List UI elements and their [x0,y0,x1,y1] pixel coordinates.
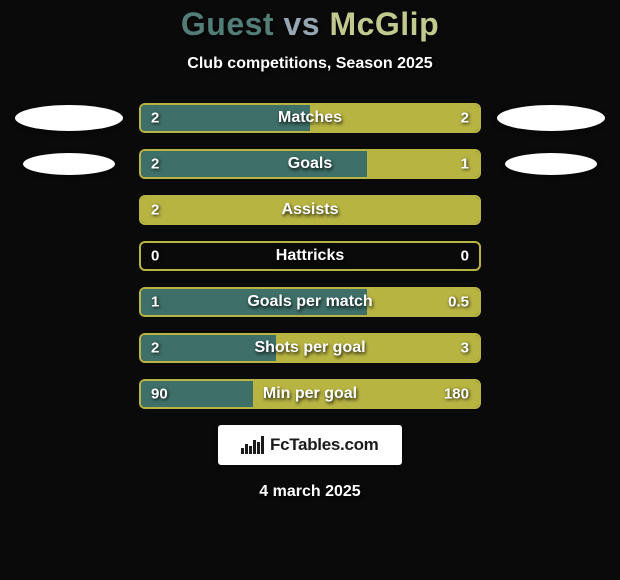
logo-slot-left [13,195,125,225]
footer-brand-box: FcTables.com [218,425,402,465]
logo-slot-left [13,103,125,133]
stat-value-left: 2 [151,202,159,219]
stat-label: Shots per goal [254,339,365,357]
stat-label: Goals per match [247,293,372,311]
brand-bars-icon [241,436,264,454]
page-title: Guest vs McGlip [181,6,439,43]
stat-row: 2 2 Matches [0,103,620,133]
footer-brand-text: FcTables.com [270,435,379,455]
stat-value-left: 1 [151,294,159,311]
stat-value-right: 0 [461,248,469,265]
logo-slot-right [495,333,607,363]
stat-label: Matches [278,109,342,127]
stat-value-right: 3 [461,340,469,357]
logo-slot-left [13,333,125,363]
stat-label: Assists [282,201,339,219]
title-player2: McGlip [329,6,439,42]
stat-label: Hattricks [276,247,344,265]
logo-slot-right [495,287,607,317]
logo-slot-left [13,149,125,179]
stat-row: 0 0 Hattricks [0,241,620,271]
stat-bar: 2 2 Matches [139,103,481,133]
stat-row: 2 1 Goals [0,149,620,179]
stat-bar: 0 0 Hattricks [139,241,481,271]
stat-value-left: 0 [151,248,159,265]
stat-value-right: 1 [461,156,469,173]
stat-value-left: 2 [151,156,159,173]
stat-value-right: 180 [444,386,469,403]
title-vs: vs [283,6,320,42]
title-player1: Guest [181,6,274,42]
subtitle: Club competitions, Season 2025 [187,55,432,73]
stat-bar: 2 1 Goals [139,149,481,179]
stat-row: 90 180 Min per goal [0,379,620,409]
stat-bar: 1 0.5 Goals per match [139,287,481,317]
stat-bar-left-fill [141,151,367,177]
logo-slot-right [495,241,607,271]
logo-slot-right [495,379,607,409]
stat-value-left: 2 [151,340,159,357]
stat-label: Min per goal [263,385,357,403]
footer-date: 4 march 2025 [259,483,360,501]
logo-slot-left [13,379,125,409]
logo-slot-right [495,103,607,133]
stat-bar: 2 Assists [139,195,481,225]
stat-value-left: 2 [151,110,159,127]
team-logo-left [15,105,123,131]
stats-block: 2 2 Matches 2 1 Goals 2 Assists 0 0 Hattricks 1 0.5 G… [0,103,620,409]
stat-value-left: 90 [151,386,168,403]
logo-slot-left [13,287,125,317]
logo-slot-left [13,241,125,271]
stat-row: 1 0.5 Goals per match [0,287,620,317]
logo-slot-right [495,195,607,225]
stat-row: 2 3 Shots per goal [0,333,620,363]
stat-value-right: 2 [461,110,469,127]
logo-slot-right [495,149,607,179]
stat-bar: 2 3 Shots per goal [139,333,481,363]
stat-label: Goals [288,155,332,173]
stat-bar: 90 180 Min per goal [139,379,481,409]
team-logo-right [497,105,605,131]
team-logo-left-small [23,153,115,175]
comparison-infographic: Guest vs McGlip Club competitions, Seaso… [0,0,620,580]
team-logo-right-small [505,153,597,175]
stat-value-right: 0.5 [448,294,469,311]
stat-row: 2 Assists [0,195,620,225]
